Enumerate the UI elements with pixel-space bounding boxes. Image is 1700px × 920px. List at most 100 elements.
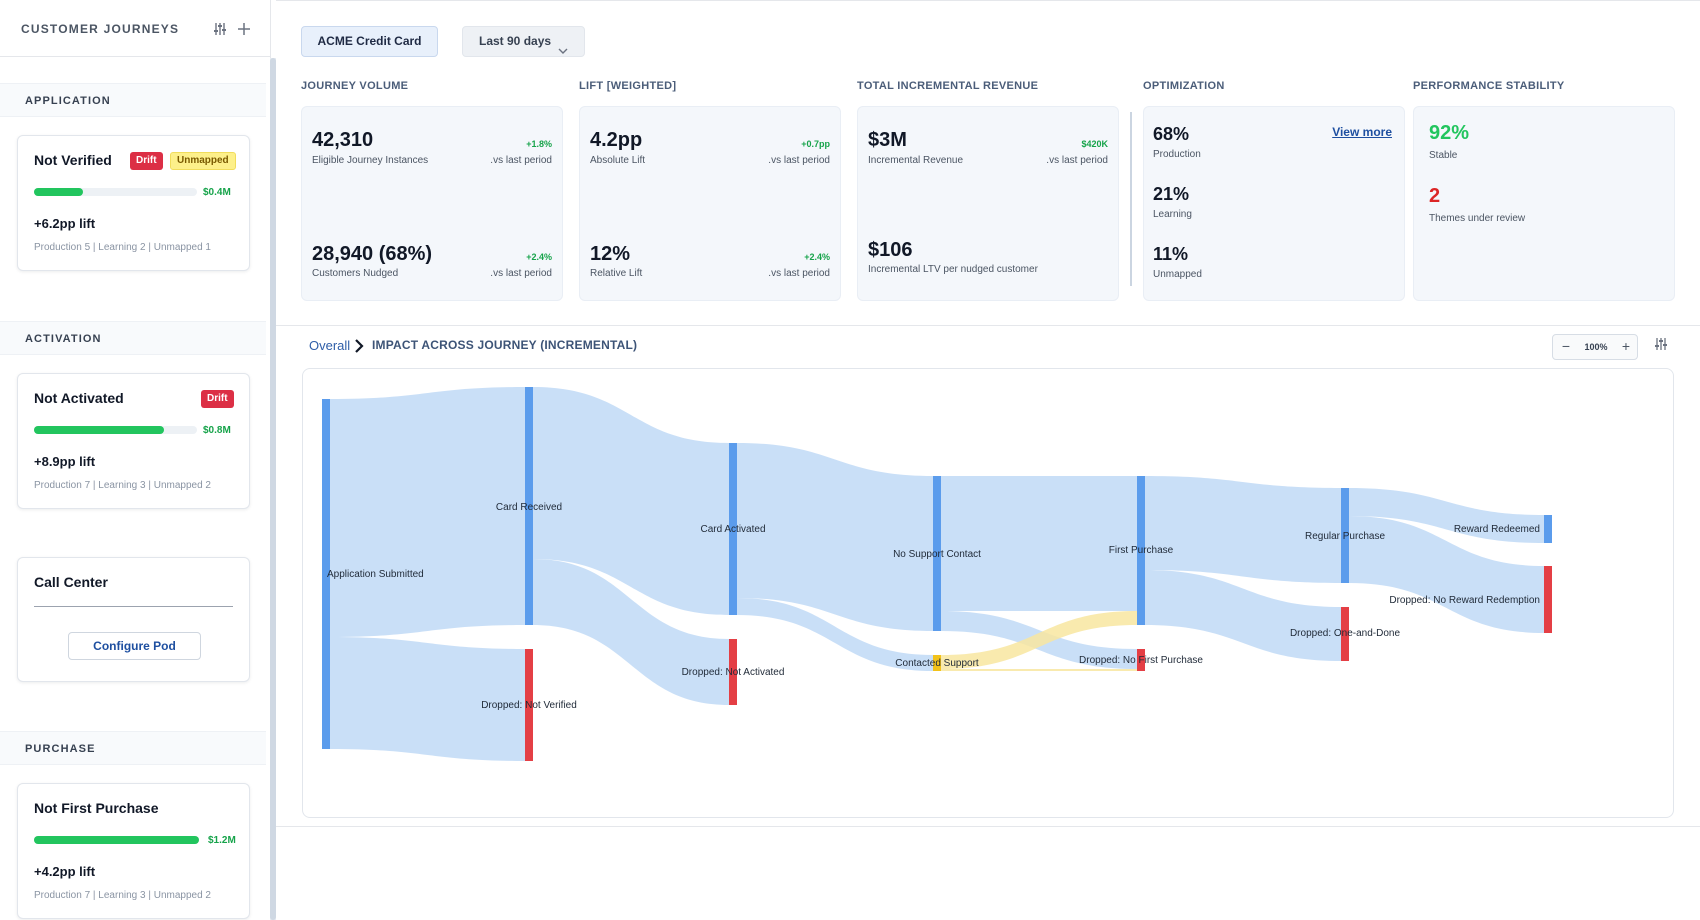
chevron-right-icon [354, 339, 364, 358]
kpi-sublabel: Absolute Lift [590, 155, 646, 166]
sankey-link-card-dna[interactable] [533, 559, 729, 705]
sankey-node-cs[interactable] [933, 655, 941, 671]
revenue-progress-bar [34, 426, 197, 434]
card-title: Not First Purchase [34, 800, 159, 816]
sankey-node-dnv[interactable] [525, 649, 533, 761]
sankey-label-fp: First Purchase [1109, 545, 1174, 556]
sidebar-scrollbar[interactable] [270, 58, 276, 920]
kpi-delta: +2.4% [804, 252, 830, 262]
sankey-link-fp-rp[interactable] [1145, 476, 1341, 583]
kpi-sublabel: Incremental LTV per nudged customer [868, 264, 1038, 275]
card-title: Call Center [34, 574, 108, 590]
main-content: ACME Credit Card Last 90 days JOURNEY VO… [276, 0, 1700, 920]
drift-badge: Drift [201, 390, 234, 408]
sankey-link-cs-dnfp[interactable] [941, 669, 1137, 671]
kpi-sublabel: Incremental Revenue [868, 155, 964, 166]
sankey-node-nsc[interactable] [933, 476, 941, 631]
sankey-node-card[interactable] [525, 387, 533, 625]
kpi-value: $106 [868, 239, 913, 261]
sankey-link-rp-rr[interactable] [1349, 488, 1544, 543]
view-more-link[interactable]: View more [1332, 125, 1392, 139]
section-header-activation: ACTIVATION [0, 321, 266, 355]
sankey-link-card-act[interactable] [533, 387, 729, 615]
sidebar: CUSTOMER JOURNEYS APPLICATION Not Verifi… [0, 0, 271, 920]
kpi-label-stability: PERFORMANCE STABILITY [1413, 80, 1565, 92]
kpi-sublabel: Learning [1153, 209, 1192, 220]
sankey-node-fp[interactable] [1137, 476, 1145, 625]
sankey-link-app-dnv[interactable] [330, 637, 525, 761]
product-selector-button[interactable]: ACME Credit Card [301, 26, 438, 57]
date-range-dropdown[interactable]: Last 90 days [462, 26, 585, 57]
journey-card-not-verified[interactable]: Not Verified Drift Unmapped $0.4M +6.2pp… [17, 135, 250, 271]
kpi-value-stable: 92% [1429, 122, 1470, 144]
kpi-card-optimization: 68% Production View more 21% Learning 11… [1143, 106, 1405, 301]
journey-card-call-center: Call Center Configure Pod [17, 557, 250, 682]
sankey-node-dnfp[interactable] [1137, 649, 1145, 671]
sankey-link-act-nsc[interactable] [737, 443, 933, 631]
revenue-progress-bar [34, 188, 197, 196]
kpi-card-lift: 4.2pp Absolute Lift +0.7pp .vs last peri… [579, 106, 841, 301]
card-footer: Production 7 | Learning 3 | Unmapped 2 [34, 890, 211, 901]
kpi-delta: +2.4% [526, 252, 552, 262]
journey-card-not-first-purchase[interactable]: Not First Purchase $1.2M +4.2pp lift Pro… [17, 783, 250, 919]
sankey-node-app[interactable] [322, 399, 330, 749]
section-header-application: APPLICATION [0, 83, 266, 117]
kpi-card-revenue: $3M Incremental Revenue $420K .vs last p… [857, 106, 1119, 301]
section-divider [276, 325, 1700, 326]
sankey-node-rp[interactable] [1341, 488, 1349, 583]
sankey-node-dnrr[interactable] [1544, 566, 1552, 633]
sankey-label-cs: Contacted Support [895, 658, 979, 669]
kpi-card-volume: 42,310 Eligible Journey Instances +1.8% … [301, 106, 563, 301]
sankey-link-app-card[interactable] [330, 387, 525, 637]
sankey-node-dod[interactable] [1341, 607, 1349, 661]
unmapped-badge: Unmapped [170, 152, 236, 170]
chevron-down-icon [558, 37, 568, 66]
kpi-delta: +1.8% [526, 139, 552, 149]
kpi-label-lift: LIFT [WEIGHTED] [579, 80, 677, 92]
card-title: Not Verified [34, 152, 112, 168]
kpi-vs-label: .vs last period [768, 155, 830, 166]
kpi-divider [1130, 112, 1132, 286]
scrollbar-thumb[interactable] [270, 58, 276, 920]
kpi-sublabel: Themes under review [1429, 213, 1526, 224]
sidebar-header: CUSTOMER JOURNEYS [0, 0, 271, 57]
kpi-sublabel: Relative Lift [590, 268, 643, 279]
zoom-in-button[interactable]: + [1621, 338, 1631, 354]
kpi-sublabel: Eligible Journey Instances [312, 155, 429, 166]
sankey-node-dna[interactable] [729, 639, 737, 705]
add-icon[interactable] [233, 18, 255, 40]
kpi-vs-label: .vs last period [490, 268, 552, 279]
sankey-link-act-cs[interactable] [737, 598, 933, 671]
kpi-vs-label: .vs last period [1046, 155, 1108, 166]
divider [34, 606, 233, 607]
journey-card-not-activated[interactable]: Not Activated Drift $0.8M +8.9pp lift Pr… [17, 373, 250, 509]
kpi-label-revenue: TOTAL INCREMENTAL REVENUE [857, 80, 1039, 92]
sankey-link-cs-fp[interactable] [941, 611, 1137, 669]
progress-fill [34, 188, 83, 196]
sankey-label-dnv: Dropped: Not Verified [481, 700, 577, 711]
sankey-link-fp-dod[interactable] [1145, 570, 1341, 661]
sankey-link-rp-dnrr[interactable] [1349, 516, 1544, 633]
kpi-sublabel: Customers Nudged [312, 268, 399, 279]
zoom-out-button[interactable]: − [1561, 338, 1571, 354]
lift-value: +6.2pp lift [34, 216, 96, 231]
kpi-value-review: 2 [1429, 185, 1441, 207]
date-range-label: Last 90 days [479, 34, 552, 48]
sankey-label-nsc: No Support Contact [893, 549, 981, 560]
revenue-value: $0.8M [203, 425, 231, 436]
section-label: PURCHASE [25, 743, 96, 755]
kpi-label-volume: JOURNEY VOLUME [301, 80, 409, 92]
chart-settings-icon[interactable] [1654, 337, 1674, 357]
sankey-node-rr[interactable] [1544, 515, 1552, 543]
kpi-card-stability: 92% Stable 2 Themes under review [1413, 106, 1675, 301]
sankey-node-act[interactable] [729, 443, 737, 615]
sankey-link-nsc-fp[interactable] [941, 476, 1137, 611]
breadcrumb-overall[interactable]: Overall [309, 338, 351, 353]
kpi-vs-label: .vs last period [490, 155, 552, 166]
revenue-progress-bar [34, 836, 199, 844]
filter-sliders-icon[interactable] [209, 18, 231, 40]
progress-fill [34, 426, 165, 434]
card-footer: Production 5 | Learning 2 | Unmapped 1 [34, 242, 211, 253]
configure-pod-button[interactable]: Configure Pod [68, 632, 201, 660]
kpi-label-optimization: OPTIMIZATION [1143, 80, 1225, 92]
